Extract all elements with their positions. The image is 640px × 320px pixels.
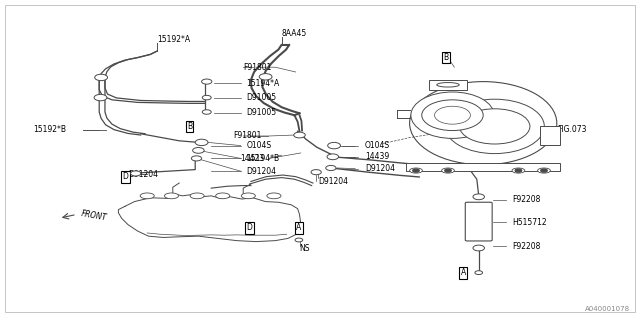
FancyBboxPatch shape (406, 163, 560, 171)
Circle shape (473, 245, 484, 251)
Ellipse shape (512, 168, 525, 173)
Circle shape (191, 156, 202, 161)
Text: D91204: D91204 (365, 164, 395, 173)
Circle shape (202, 95, 211, 100)
Circle shape (475, 271, 483, 275)
Text: A: A (296, 223, 301, 232)
Circle shape (195, 139, 208, 146)
Circle shape (460, 109, 530, 144)
Text: O104S: O104S (365, 141, 390, 150)
Text: A040001078: A040001078 (585, 306, 630, 312)
Circle shape (202, 79, 212, 84)
Circle shape (327, 154, 339, 160)
Text: D91005: D91005 (246, 108, 276, 117)
Circle shape (94, 94, 107, 101)
Circle shape (328, 142, 340, 149)
Text: NS: NS (300, 244, 310, 253)
Text: O104S: O104S (246, 141, 271, 150)
Circle shape (435, 106, 470, 124)
FancyBboxPatch shape (465, 202, 492, 241)
FancyBboxPatch shape (429, 80, 467, 90)
Circle shape (413, 169, 419, 172)
Ellipse shape (241, 193, 255, 199)
Ellipse shape (410, 168, 422, 173)
Circle shape (259, 74, 272, 80)
Text: 15194*A: 15194*A (246, 79, 280, 88)
Text: D91204: D91204 (246, 167, 276, 176)
Ellipse shape (190, 193, 204, 199)
Text: F91801: F91801 (243, 63, 271, 72)
Text: D: D (246, 223, 253, 232)
Circle shape (326, 165, 336, 171)
Text: F91801: F91801 (234, 132, 262, 140)
Text: 14439: 14439 (365, 152, 389, 161)
Circle shape (445, 169, 451, 172)
Text: B: B (187, 122, 192, 131)
Text: H515712: H515712 (512, 218, 547, 227)
Ellipse shape (442, 168, 454, 173)
Circle shape (131, 171, 141, 176)
Ellipse shape (445, 99, 545, 154)
Text: D91204: D91204 (128, 170, 158, 179)
Ellipse shape (164, 193, 179, 199)
Text: FIG.073: FIG.073 (557, 125, 586, 134)
Circle shape (541, 169, 547, 172)
Circle shape (95, 74, 108, 81)
Ellipse shape (216, 193, 230, 199)
Ellipse shape (437, 83, 460, 87)
Circle shape (515, 169, 522, 172)
Text: 8AA45: 8AA45 (282, 29, 307, 38)
Ellipse shape (140, 193, 154, 199)
Circle shape (294, 132, 305, 138)
Circle shape (311, 170, 321, 175)
Circle shape (202, 110, 211, 114)
FancyBboxPatch shape (540, 126, 560, 145)
Text: F92208: F92208 (512, 196, 540, 204)
Text: 15192*B: 15192*B (33, 125, 67, 134)
Ellipse shape (538, 168, 550, 173)
Text: 14423: 14423 (240, 154, 264, 163)
Circle shape (473, 194, 484, 200)
Circle shape (193, 148, 204, 153)
Text: F92208: F92208 (512, 242, 540, 251)
Text: D: D (122, 172, 129, 181)
Text: FRONT: FRONT (80, 209, 107, 223)
Text: A: A (461, 268, 466, 277)
Text: D91204: D91204 (318, 177, 348, 186)
Circle shape (422, 100, 483, 131)
Ellipse shape (267, 193, 281, 199)
Ellipse shape (411, 92, 494, 138)
Text: B: B (444, 53, 449, 62)
Ellipse shape (410, 82, 557, 165)
Text: 15192*A: 15192*A (157, 36, 190, 44)
Circle shape (295, 238, 303, 242)
Text: 15194*B: 15194*B (246, 154, 280, 163)
Text: D91005: D91005 (246, 93, 276, 102)
